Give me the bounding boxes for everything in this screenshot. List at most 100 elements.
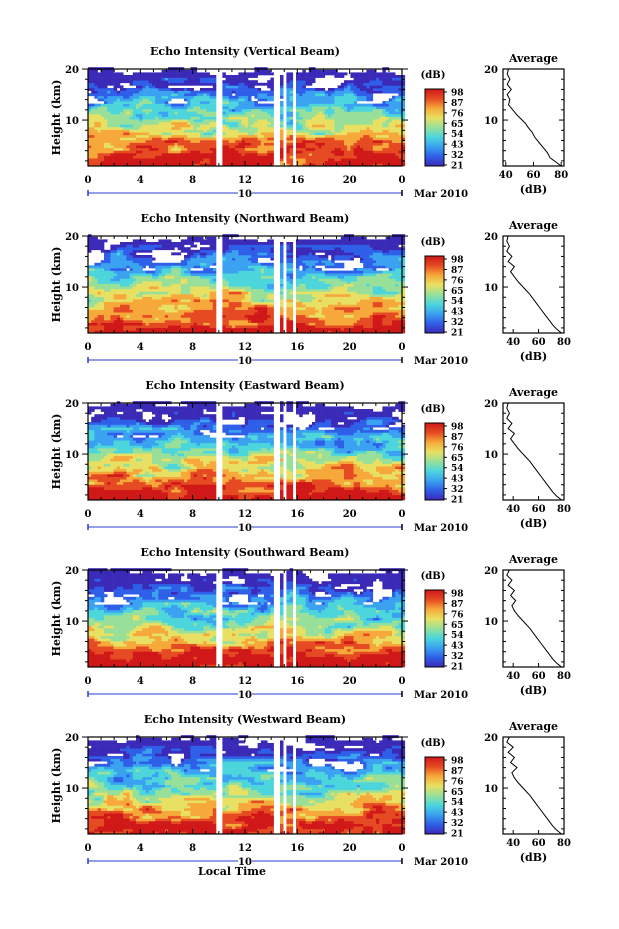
heatmap-cell bbox=[184, 103, 188, 107]
heatmap-cell bbox=[312, 132, 316, 136]
heatmap-cell bbox=[161, 90, 166, 94]
heatmap-cell bbox=[232, 304, 236, 308]
heatmap-cell bbox=[107, 304, 111, 308]
heatmap-cell bbox=[222, 327, 226, 331]
heatmap-cell bbox=[152, 106, 156, 110]
heatmap-cell bbox=[184, 288, 188, 292]
heatmap-cell bbox=[334, 327, 338, 331]
heatmap-cell bbox=[123, 98, 127, 102]
heatmap-cell bbox=[148, 307, 153, 310]
heatmap-cell bbox=[369, 116, 374, 120]
heatmap-cell bbox=[129, 158, 134, 162]
heatmap-cell bbox=[337, 85, 342, 89]
heatmap-cell bbox=[104, 80, 108, 84]
heatmap-cell bbox=[180, 121, 185, 125]
heatmap-cell bbox=[264, 320, 268, 323]
heatmap-cell bbox=[113, 291, 118, 295]
heatmap-cell bbox=[235, 98, 239, 102]
heatmap-cell bbox=[398, 325, 402, 329]
heatmap-cell bbox=[356, 82, 361, 86]
heatmap-cell bbox=[132, 88, 137, 91]
heatmap-cell bbox=[97, 116, 102, 120]
heatmap-cell bbox=[356, 98, 361, 102]
heatmap-cell bbox=[337, 307, 342, 310]
heatmap-cell bbox=[107, 119, 111, 123]
heatmap-cell bbox=[164, 121, 169, 125]
heatmap-cell bbox=[203, 90, 207, 94]
heatmap-cell bbox=[142, 77, 146, 81]
heatmap-cell bbox=[392, 103, 396, 107]
heatmap-cell bbox=[164, 93, 169, 97]
heatmap-cell bbox=[254, 158, 258, 162]
heatmap-cell bbox=[206, 145, 210, 149]
heatmap-cell bbox=[187, 322, 191, 326]
heatmap-cell bbox=[113, 294, 118, 297]
heatmap-cell bbox=[302, 158, 306, 162]
profile-x-label: (dB) bbox=[520, 183, 547, 196]
heatmap-cell bbox=[289, 307, 294, 310]
heatmap-cell bbox=[254, 106, 258, 110]
heatmap-cell bbox=[129, 114, 134, 117]
heatmap-cell bbox=[116, 75, 121, 78]
heatmap-cell bbox=[401, 294, 406, 297]
heatmap-cell bbox=[209, 296, 214, 300]
heatmap-cell bbox=[123, 142, 127, 146]
heatmap-cell bbox=[366, 155, 370, 159]
heatmap-cell bbox=[299, 309, 303, 313]
heatmap-cell bbox=[344, 163, 348, 167]
heatmap-cell bbox=[126, 129, 130, 133]
heatmap-cell bbox=[270, 111, 274, 115]
heatmap-cell bbox=[139, 163, 143, 167]
heatmap-cell bbox=[296, 291, 300, 295]
heatmap-cell bbox=[116, 90, 121, 94]
heatmap-cell bbox=[251, 296, 255, 300]
heatmap-cell bbox=[305, 116, 310, 120]
heatmap-cell bbox=[193, 312, 198, 316]
heatmap-cell bbox=[324, 145, 329, 149]
heatmap-cell bbox=[168, 327, 172, 331]
heatmap-cell bbox=[286, 142, 290, 146]
heatmap-cell bbox=[196, 299, 201, 303]
heatmap-cell bbox=[104, 314, 108, 318]
heatmap-cell bbox=[241, 103, 246, 107]
heatmap-cell bbox=[120, 72, 124, 76]
heatmap-cell bbox=[289, 314, 294, 318]
heatmap-cell bbox=[136, 309, 140, 313]
heatmap-cell bbox=[126, 106, 130, 110]
heatmap-cell bbox=[139, 116, 143, 120]
heatmap-cell bbox=[168, 95, 172, 99]
heatmap-cell bbox=[398, 82, 402, 86]
heatmap-cell bbox=[142, 88, 146, 91]
heatmap-cell bbox=[302, 160, 306, 164]
heatmap-cell bbox=[401, 153, 406, 156]
heatmap-cell bbox=[305, 101, 310, 104]
heatmap-cell bbox=[334, 127, 338, 130]
heatmap-cell bbox=[228, 299, 233, 303]
heatmap-cell bbox=[196, 129, 201, 133]
heatmap-cell bbox=[315, 93, 319, 97]
heatmap-cell bbox=[372, 72, 377, 76]
heatmap-cell bbox=[94, 320, 98, 323]
heatmap-cell bbox=[225, 307, 230, 310]
heatmap-cell bbox=[155, 111, 159, 115]
heatmap-cell bbox=[190, 111, 194, 115]
heatmap-cell bbox=[302, 93, 306, 97]
heatmap-cell bbox=[296, 127, 300, 130]
heatmap-cell bbox=[299, 132, 303, 136]
heatmap-cell bbox=[190, 127, 194, 130]
heatmap-cell bbox=[356, 137, 361, 141]
heatmap-cell bbox=[193, 75, 198, 78]
heatmap-cell bbox=[145, 75, 150, 78]
heatmap-cell bbox=[184, 116, 188, 120]
heatmap-cell bbox=[356, 106, 361, 110]
heatmap-cell bbox=[382, 299, 386, 303]
heatmap-cell bbox=[347, 294, 351, 297]
heatmap-cell bbox=[254, 80, 258, 84]
heatmap-cell bbox=[190, 134, 194, 138]
heatmap-cell bbox=[174, 119, 178, 123]
heatmap-cell bbox=[152, 80, 156, 84]
heatmap-cell bbox=[164, 294, 169, 297]
y-tick-label: 10 bbox=[65, 116, 79, 127]
heatmap-cell bbox=[161, 312, 166, 316]
heatmap-cell bbox=[88, 299, 92, 303]
